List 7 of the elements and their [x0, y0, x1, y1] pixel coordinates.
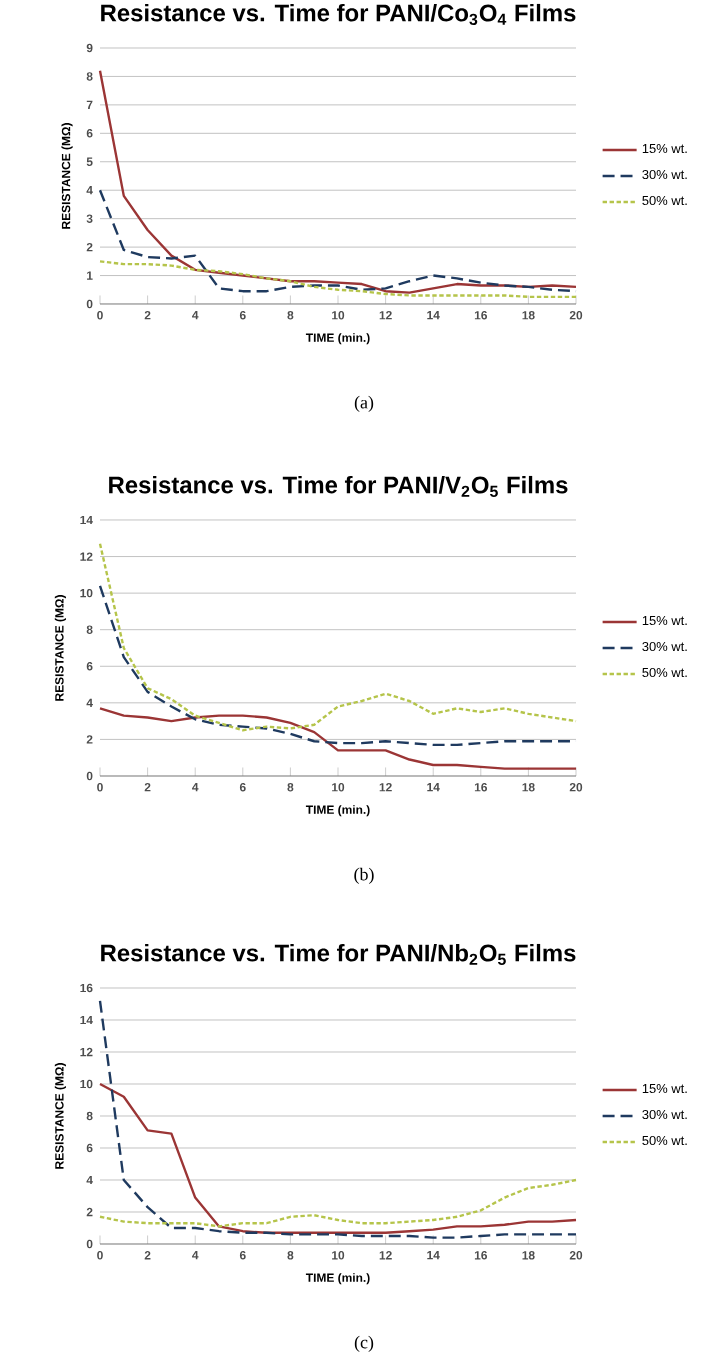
- chart-title: Resistance vs. Time for PANI/Co$_{3}$O$_{4}$ Films: [101, 3, 576, 26]
- text: (c): [354, 1335, 374, 1353]
- line-series: [98, 542, 578, 732]
- text: (a): [354, 395, 374, 413]
- chart-title: Resistance vs. Time for PANI/Nb$_{2}$O$_{5}$ Films: [101, 943, 576, 965]
- chart-title: Resistance vs. Time for PANI/V$_{2}$O$_{5}$ Films: [109, 475, 568, 497]
- text: (b): [354, 867, 374, 885]
